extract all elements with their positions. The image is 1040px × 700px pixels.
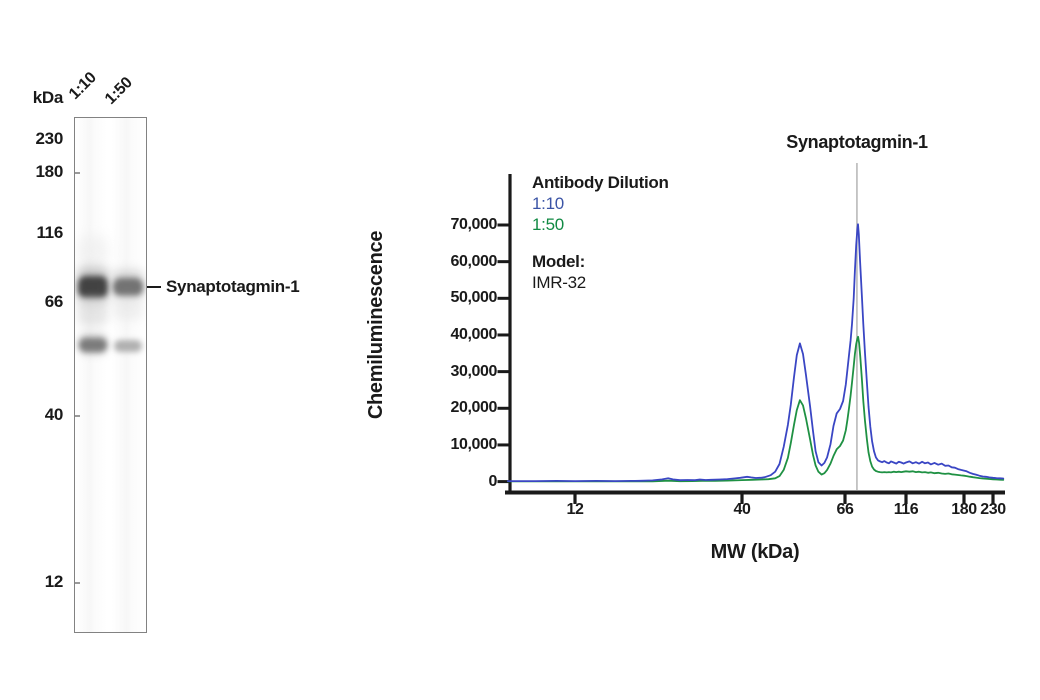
mw-marker-180: 180 (35, 162, 64, 181)
legend-entry-1-50: 1:50 (532, 215, 564, 234)
band-main-lane-2 (113, 278, 143, 296)
frame-tick-40 (75, 415, 80, 417)
y-tick-label-10000: 10,000 (450, 435, 497, 453)
y-tick-label-70000: 70,000 (450, 216, 497, 233)
mw-marker-116: 116 (36, 223, 63, 242)
legend-model-heading: Model: (532, 252, 585, 271)
legend-model-value: IMR-32 (532, 273, 586, 292)
under-smear-lane-1 (78, 298, 108, 326)
mw-marker-66: 66 (44, 292, 64, 311)
faint-smear-lane-1 (78, 236, 108, 266)
legend-heading: Antibody Dilution (532, 173, 669, 192)
y-tick-label-0: 0 (488, 472, 498, 490)
mw-marker-12: 12 (44, 572, 64, 591)
y-tick-label-20000: 20,000 (450, 399, 497, 417)
x-tick-label-12: 12 (566, 501, 584, 518)
y-tick-label-60000: 60,000 (450, 252, 497, 270)
band-2-lane-2 (114, 340, 142, 352)
chart-legend: Antibody Dilution 1:10 1:50 Model: IMR-32 (532, 172, 722, 293)
y-tick-label-30000: 30,000 (450, 362, 497, 380)
curve-1-50 (507, 335, 1005, 483)
band-main-lane-1 (78, 276, 108, 298)
x-tick-label-116: 116 (893, 501, 919, 518)
mw-marker-230: 230 (35, 129, 64, 148)
x-tick-label-40: 40 (733, 501, 751, 518)
blot-membrane (74, 117, 147, 633)
y-tick-label-40000: 40,000 (450, 325, 497, 343)
band-annotation: Synaptotagmin-1 (147, 277, 300, 297)
legend-entry-1-10: 1:10 (532, 194, 564, 213)
x-tick-label-230: 230 (980, 501, 1006, 518)
lane-1 (76, 118, 107, 632)
y-tick-label-50000: 50,000 (450, 289, 497, 307)
lane-2 (112, 118, 145, 632)
frame-tick-180 (75, 172, 80, 174)
band-pointer-line (147, 285, 161, 289)
under-smear-lane-2 (113, 298, 143, 320)
kda-unit-label: kDa (32, 88, 64, 107)
mw-marker-40: 40 (44, 405, 64, 424)
band-2-lane-1 (79, 338, 107, 352)
legend-entries: 1:10 1:50 (532, 193, 722, 235)
frame-tick-12 (75, 582, 80, 584)
x-tick-label-66: 66 (836, 501, 854, 518)
chart-title: Synaptotagmin-1 (786, 132, 928, 152)
x-tick-label-180: 180 (951, 501, 977, 518)
curve-1-10 (507, 223, 1005, 482)
band-label: Synaptotagmin-1 (166, 277, 300, 296)
x-axis-title: MW (kDa) (710, 541, 800, 563)
